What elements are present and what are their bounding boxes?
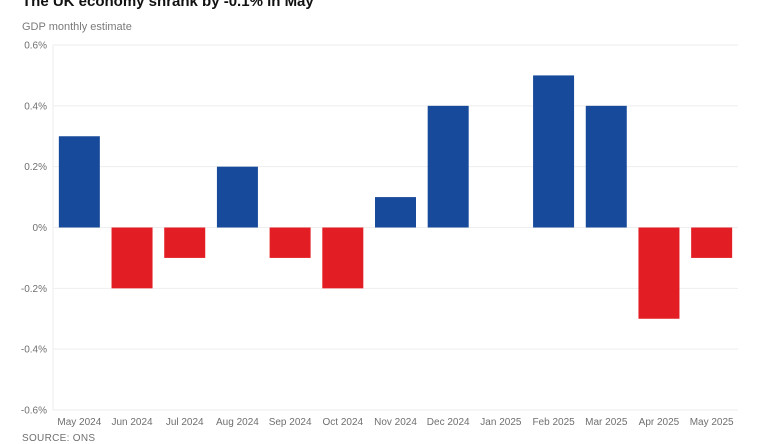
bar-jul-2024 [164, 227, 206, 258]
bar-feb-2025 [533, 75, 575, 228]
bar-apr-2025 [638, 227, 680, 319]
chart-subtitle: GDP monthly estimate [22, 21, 132, 33]
x-tick-label: Nov 2024 [374, 417, 417, 428]
y-tick-label: -0.6% [21, 406, 47, 417]
y-axis: 0.6% 0.4% 0.2% 0% -0.2% -0.4% -0.6% [21, 41, 47, 417]
bar-sep-2024 [269, 227, 311, 258]
x-axis: May 2024 Jun 2024 Jul 2024 Aug 2024 Sep 2024… [57, 417, 734, 428]
source-note: SOURCE: ONS [22, 433, 96, 444]
x-tick-label: Jun 2024 [111, 417, 153, 428]
y-tick-label: 0.4% [24, 101, 47, 112]
y-tick-label: 0.2% [24, 162, 47, 173]
x-tick-label: Sep 2024 [269, 417, 312, 428]
bar-may-2025 [691, 227, 733, 258]
y-tick-label: -0.2% [21, 284, 47, 295]
x-tick-label: Dec 2024 [427, 417, 470, 428]
x-tick-label: May 2025 [690, 417, 734, 428]
x-tick-label: Apr 2025 [639, 417, 680, 428]
bars [58, 75, 733, 319]
x-tick-label: Jul 2024 [166, 417, 204, 428]
bar-dec-2024 [427, 105, 469, 228]
bar-nov-2024 [375, 197, 416, 228]
x-tick-label: Aug 2024 [216, 417, 259, 428]
bar-aug-2024 [216, 166, 258, 228]
y-tick-label: 0% [33, 223, 48, 234]
bar-may-2024 [58, 136, 100, 228]
y-tick-label: -0.4% [21, 345, 47, 356]
chart-title: The UK economy shrank by -0.1% in May [22, 0, 314, 10]
y-tick-label: 0.6% [24, 41, 47, 52]
bar-oct-2024 [322, 227, 364, 289]
bar-jun-2024 [111, 227, 153, 289]
x-tick-label: Feb 2025 [532, 417, 575, 428]
x-tick-label: Oct 2024 [323, 417, 364, 428]
x-tick-label: Jan 2025 [480, 417, 522, 428]
bar-mar-2025 [585, 105, 627, 228]
x-tick-label: May 2024 [57, 417, 101, 428]
x-tick-label: Mar 2025 [585, 417, 628, 428]
